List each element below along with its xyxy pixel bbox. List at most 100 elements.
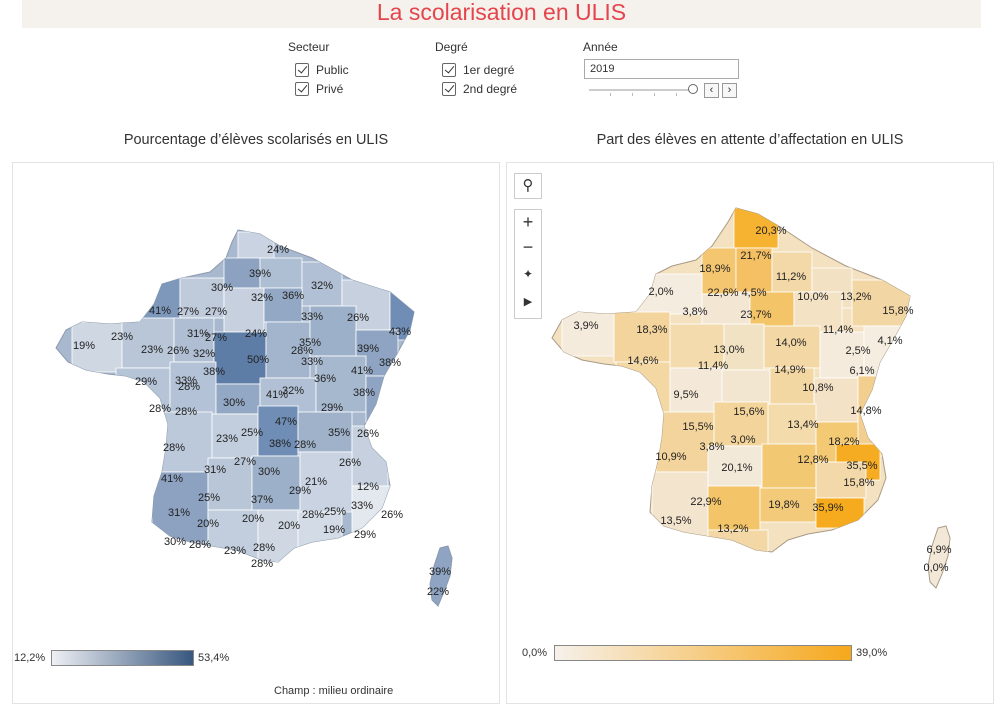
department-value-label: 19% <box>73 340 95 352</box>
annee-slider-track[interactable] <box>589 89 697 91</box>
department-value-label: 15,5% <box>682 421 713 433</box>
secteur-option-public[interactable]: Public <box>288 60 349 79</box>
department-value-label: 25% <box>324 506 346 518</box>
left-map-labels: 24%39%30%32% 36%32%41% 27% 27% 33% 26%43%23% 3… <box>73 244 451 598</box>
degre-option-2nd[interactable]: 2nd degré <box>435 79 517 98</box>
checkbox-checked-icon[interactable] <box>295 62 309 77</box>
degre-filter: Degré 1er degré 2nd degré <box>435 40 517 98</box>
department-value-label: 23% <box>141 344 163 356</box>
department-value-label: 39% <box>429 566 451 578</box>
checkbox-checked-icon[interactable] <box>295 81 309 96</box>
right-map-title: Part des élèves en attente d’affectation… <box>596 132 904 148</box>
slider-tick <box>654 93 655 96</box>
degre-filter-title: Degré <box>435 40 468 54</box>
zoom-in-icon[interactable]: + <box>522 212 534 232</box>
previous-year-button[interactable]: ‹ <box>704 83 719 98</box>
degre-option-label: 1er degré <box>463 62 515 77</box>
department-value-label: 10,8% <box>802 382 833 394</box>
department-value-label: 29% <box>135 376 157 388</box>
department-value-label: 30% <box>164 536 186 548</box>
department-value-label: 36% <box>282 290 304 302</box>
checkbox-checked-icon[interactable] <box>442 81 456 96</box>
department-value-label: 24% <box>245 328 267 340</box>
expand-toolbar-icon[interactable]: ▶ <box>523 296 533 308</box>
department-value-label: 37% <box>251 494 273 506</box>
next-year-button[interactable]: › <box>722 83 737 98</box>
department-value-label: 27% <box>205 306 227 318</box>
left-france-map[interactable]: 24%39%30%32% 36%32%41% 27% 27% 33% 26%43%23% 3… <box>12 162 500 704</box>
department-value-label: 20,1% <box>721 462 752 474</box>
department-value-label: 24% <box>267 244 289 256</box>
department-value-label: 29% <box>354 529 376 541</box>
department-value-label: 0,0% <box>923 562 948 574</box>
department-value-label: 26% <box>347 312 369 324</box>
department-value-label: 30% <box>211 282 233 294</box>
department-value-label: 38% <box>379 357 401 369</box>
right-legend-min: 0,0% <box>522 647 548 659</box>
department-value-label: 36% <box>314 373 336 385</box>
right-color-legend <box>554 645 852 661</box>
department-value-label: 27% <box>234 456 256 468</box>
department-value-label: 25% <box>241 427 263 439</box>
department-value-label: 28% <box>291 345 313 357</box>
right-legend-max: 39,0% <box>856 647 888 659</box>
department-value-label: 4,5% <box>741 287 766 299</box>
department-value-label: 32% <box>282 385 304 397</box>
zoom-out-icon[interactable]: − <box>522 237 534 257</box>
department-value-label: 21% <box>305 476 327 488</box>
department-value-label: 33% <box>175 375 197 387</box>
dashboard-title-bar: La scolarisation en ULIS <box>22 0 981 28</box>
department-value-label: 6,1% <box>849 365 874 377</box>
department-value-label: 9,5% <box>673 389 698 401</box>
department-value-label: 20% <box>197 518 219 530</box>
secteur-option-prive[interactable]: Privé <box>288 79 349 98</box>
department-value-label: 6,9% <box>926 544 951 556</box>
department-value-label: 28% <box>178 381 200 393</box>
department-value-label: 14,6% <box>627 355 658 367</box>
department-value-label: 10,9% <box>655 451 686 463</box>
left-color-legend <box>51 650 194 666</box>
department-value-label: 4,1% <box>877 335 902 347</box>
search-icon[interactable]: ⚲ <box>514 173 542 199</box>
department-value-label: 28% <box>302 509 324 521</box>
right-france-map[interactable]: 20,3% 21,7% 18,9% 11,2% 2,0% 22,6% 4,5% 10,0% 13… <box>506 162 994 704</box>
annee-slider-thumb[interactable] <box>688 84 698 94</box>
annee-filter-title: Année <box>583 40 618 54</box>
department-value-label: 41% <box>351 365 373 377</box>
department-value-label: 12,8% <box>797 454 828 466</box>
department-value-label: 11,4% <box>698 360 729 372</box>
department-value-label: 13,2% <box>717 523 748 535</box>
department-value-label: 32% <box>251 292 273 304</box>
department-value-label: 18,3% <box>636 324 667 336</box>
department-value-label: 35,9% <box>812 502 843 514</box>
department-value-label: 22,6% <box>707 287 738 299</box>
department-value-label: 26% <box>339 457 361 469</box>
annee-input[interactable]: 2019 <box>584 59 739 79</box>
department-value-label: 19% <box>323 524 345 536</box>
department-value-label: 32% <box>193 348 215 360</box>
degre-option-1er[interactable]: 1er degré <box>435 60 517 79</box>
department-value-label: 3,0% <box>730 434 755 446</box>
reset-pin-icon[interactable]: ✦ <box>522 267 534 281</box>
secteur-option-label: Public <box>316 62 349 77</box>
department-value-label: 23,7% <box>740 309 771 321</box>
department-value-label: 14,8% <box>850 405 881 417</box>
degre-option-label: 2nd degré <box>463 81 518 96</box>
department-value-label: 2,5% <box>845 345 870 357</box>
department-value-label: 35% <box>299 337 321 349</box>
department-value-label: 3,9% <box>573 320 598 332</box>
department-value-label: 19,8% <box>768 499 799 511</box>
map-toolbar: + − ✦ ▶ <box>514 209 542 319</box>
left-corse-shape <box>429 545 453 607</box>
department-value-label: 30% <box>258 466 280 478</box>
slider-tick <box>676 93 677 96</box>
secteur-option-label: Privé <box>316 81 344 96</box>
department-value-label: 21,7% <box>740 250 771 262</box>
department-value-label: 23% <box>224 545 246 557</box>
department-value-label: 13,4% <box>787 419 818 431</box>
department-value-label: 29% <box>289 485 311 497</box>
checkbox-checked-icon[interactable] <box>442 62 456 77</box>
department-value-label: 29% <box>321 402 343 414</box>
department-value-label: 41% <box>149 305 171 317</box>
department-value-label: 33% <box>351 500 373 512</box>
